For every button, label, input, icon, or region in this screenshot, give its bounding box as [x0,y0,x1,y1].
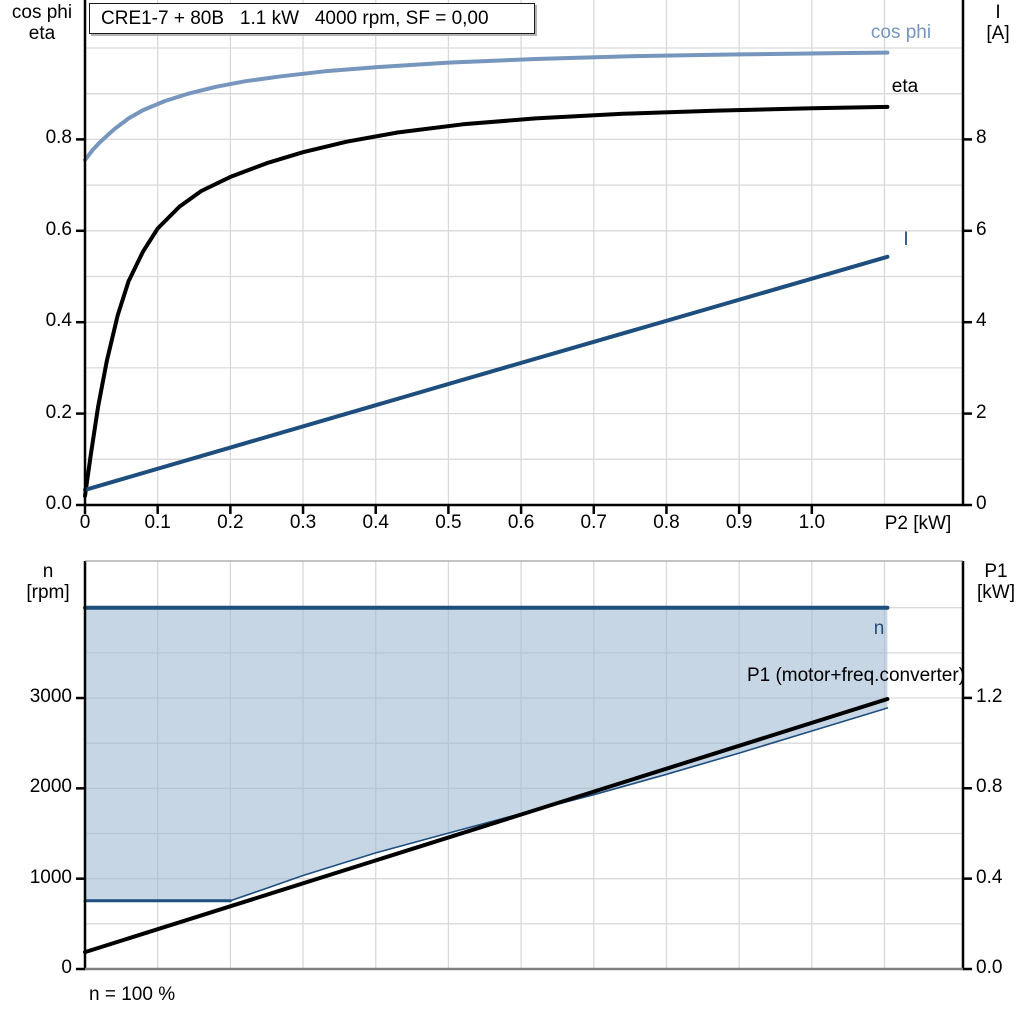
top-right-axis-header: I [A] [972,2,1024,44]
tick-label: 0.7 [580,512,607,533]
curve-label-eta: eta [891,76,919,97]
curve-cos phi [83,50,890,162]
curve-label-cosphi: cos phi [870,22,932,43]
chart-title: CRE1-7 + 80B 1.1 kW 4000 rpm, SF = 0,00 [101,7,489,29]
tick-label: 0.3 [289,512,317,533]
tick-label: 0.8 [45,127,72,149]
tick-label: 0 [61,957,72,978]
curve-label-p1: P1 (motor+freq.converter) [746,665,965,686]
tick-label: 0.0 [976,957,1003,978]
curve-label-n: n [873,618,885,639]
tick-label: 0.6 [507,512,535,533]
axis-header-eta: eta [28,23,56,44]
bottom-right-axis-header: P1 [kW] [968,561,1024,603]
tick-label: 0.2 [217,512,244,533]
tick-label: 0 [79,512,91,533]
tick-label: 0.1 [144,512,171,533]
curve-eta [83,104,890,498]
tick-label: 2000 [29,776,72,798]
tick-label: 1000 [29,866,72,888]
tick-label: 1.2 [976,685,1003,707]
tick-label: 0.0 [45,493,72,514]
curve-P1 [83,697,890,955]
tick-label: 0.8 [653,512,680,533]
tick-label: 0.4 [45,310,72,332]
tick-label: 0.4 [362,512,389,533]
tick-label: 0 [976,493,987,514]
axis-header-p1-unit: [kW] [977,582,1015,603]
tick-label: 1.0 [798,512,826,533]
tick-label: 3000 [29,686,72,708]
tick-label: 0.9 [725,512,753,533]
axis-header-speed: n [42,561,54,582]
speed-footnote: n = 100 % [89,984,176,1005]
tick-label: 8 [976,127,987,149]
axis-header-speed-unit: [rpm] [26,582,70,603]
axis-header-cosphi: cos phi [11,2,73,23]
axis-header-current: I [995,2,1001,23]
bottom-left-axis-header: n [rpm] [14,561,82,603]
tick-label: 0.4 [976,866,1003,888]
tick-label: 0.5 [435,512,462,533]
curve-I [83,254,890,492]
speed-range-band [85,607,888,901]
chart-title-box: CRE1-7 + 80B 1.1 kW 4000 rpm, SF = 0,00 [89,3,535,34]
tick-label: 4 [976,310,987,332]
tick-label: 0.6 [45,218,72,240]
axis-header-current-unit: [A] [986,23,1010,44]
tick-label: 0.2 [45,401,72,423]
tick-label: 2 [976,401,987,423]
top-left-axis-header: cos phi eta [4,2,80,44]
tick-label: 0.8 [976,776,1003,798]
curve-label-current: I [903,229,909,250]
x-axis-label: P2 [kW] [884,513,952,534]
axis-header-p1: P1 [984,561,1008,582]
tick-label: 6 [976,218,987,240]
